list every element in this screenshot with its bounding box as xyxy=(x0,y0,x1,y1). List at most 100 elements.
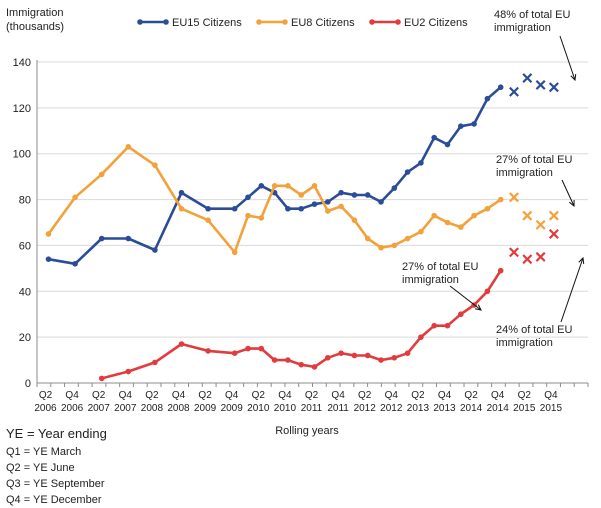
y-axis-title-line2: (thousands) xyxy=(6,21,64,33)
projected-cross-marker xyxy=(522,254,533,265)
x-tick-label-quarter: Q2 xyxy=(198,390,212,401)
projected-cross-marker xyxy=(548,82,559,93)
cross-stroke xyxy=(535,79,546,90)
projected-cross-marker xyxy=(522,210,533,221)
data-point xyxy=(245,194,251,201)
data-point xyxy=(311,201,318,207)
data-point xyxy=(231,205,238,212)
x-tick-label-year: 2008 xyxy=(141,403,164,414)
key-item-q3: Q3 = YE September xyxy=(6,478,105,490)
data-point xyxy=(325,208,331,214)
x-tick-label-year: 2012 xyxy=(380,403,403,414)
data-point xyxy=(338,203,344,210)
x-tick-label-quarter: Q2 xyxy=(92,390,106,401)
x-tick-label-year: 2015 xyxy=(513,403,536,414)
series-0 xyxy=(45,73,559,267)
data-point xyxy=(351,352,358,359)
x-tick-label-quarter: Q4 xyxy=(65,390,79,401)
projected-cross-marker xyxy=(535,251,546,262)
data-point xyxy=(431,322,438,329)
data-point xyxy=(404,235,411,242)
data-point xyxy=(325,199,331,205)
x-tick-label-year: 2010 xyxy=(247,403,270,414)
x-tick-label-quarter: Q4 xyxy=(491,390,505,401)
x-tick-labels: Q2 2006 Q4 2006 Q2 2007 Q4 2007 Q2 2008 Q4 2008 Q2 20… xyxy=(34,390,562,414)
x-tick-label-quarter: Q2 xyxy=(518,390,532,401)
data-point xyxy=(298,192,305,198)
data-point xyxy=(205,348,211,354)
data-point xyxy=(458,224,464,230)
x-tick-label-year: 2011 xyxy=(327,403,349,414)
data-point xyxy=(378,244,384,251)
year-ending-key: YE = Year ending Q1 = YE March Q2 = YE J… xyxy=(6,426,107,508)
data-point xyxy=(484,288,491,295)
data-point xyxy=(311,364,318,370)
projected-cross-marker xyxy=(509,86,519,97)
projected-cross-marker xyxy=(522,73,533,84)
data-point xyxy=(98,235,105,242)
data-point xyxy=(178,189,185,196)
annotation-text: 27% of total EU xyxy=(402,261,478,273)
data-point xyxy=(431,212,438,219)
x-axis-title: Rolling years xyxy=(275,425,339,437)
data-point xyxy=(444,219,451,226)
x-tick-label-quarter: Q4 xyxy=(544,390,558,401)
x-tick-label-year: 2013 xyxy=(433,403,456,414)
y-axis-title-line1: Immigration xyxy=(6,7,63,19)
data-point xyxy=(444,141,451,148)
legend-swatch-point xyxy=(163,19,169,25)
data-point xyxy=(391,185,398,191)
x-tick-label-year: 2006 xyxy=(34,403,57,414)
legend-swatch-point xyxy=(395,19,401,25)
legend-swatch-point xyxy=(282,19,288,25)
annotation-text: 24% of total EU xyxy=(496,324,572,336)
x-tick-label-quarter: Q4 xyxy=(331,390,345,401)
data-point xyxy=(418,160,424,166)
data-point xyxy=(98,171,105,178)
projected-cross-marker xyxy=(509,247,519,258)
axes xyxy=(36,60,589,387)
annotation-arrowhead xyxy=(475,304,482,311)
x-tick-label-quarter: Q2 xyxy=(464,390,478,401)
x-tick-label-year: 2015 xyxy=(540,403,563,414)
legend: EU15 Citizens EU8 Citizens EU2 Citizens xyxy=(137,17,468,29)
annotation-text: immigration xyxy=(494,22,551,34)
data-point xyxy=(285,205,291,212)
data-point xyxy=(404,350,411,356)
cross-stroke xyxy=(535,219,546,230)
data-point xyxy=(364,235,371,242)
data-point xyxy=(338,350,344,356)
data-point xyxy=(285,357,291,363)
annotation-arrowhead xyxy=(578,256,585,265)
y-gridlines xyxy=(37,61,588,338)
data-point xyxy=(178,205,185,212)
annotation-arrow-line xyxy=(559,35,576,81)
x-tick-label-year: 2010 xyxy=(274,403,297,414)
y-tick-label: 140 xyxy=(13,57,31,69)
cross-stroke xyxy=(509,192,519,203)
annotation-arrow-line xyxy=(561,179,575,207)
y-tick-label: 100 xyxy=(13,149,31,161)
legend-swatch-point xyxy=(369,19,375,25)
data-point xyxy=(205,217,211,224)
data-point xyxy=(245,345,251,352)
y-tick-label: 20 xyxy=(19,332,31,344)
legend-item-0: EU15 Citizens xyxy=(137,17,242,29)
legend-label: EU2 Citizens xyxy=(404,17,468,29)
projected-cross-marker xyxy=(535,79,546,90)
key-item-q1: Q1 = YE March xyxy=(6,446,82,458)
data-point xyxy=(484,95,491,102)
data-point xyxy=(125,368,132,375)
cross-stroke xyxy=(522,210,533,221)
data-point xyxy=(271,183,278,189)
cross-stroke xyxy=(548,82,559,93)
data-point xyxy=(152,162,158,168)
annotation-arrow-line xyxy=(560,257,584,323)
x-tick-label-quarter: Q2 xyxy=(305,390,319,401)
annotation-arrowhead xyxy=(570,73,577,82)
series-lines xyxy=(45,73,559,382)
data-point xyxy=(285,183,291,189)
